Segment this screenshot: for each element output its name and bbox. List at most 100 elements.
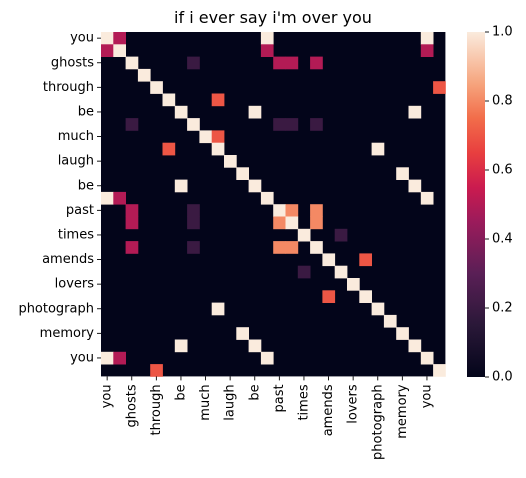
- x-tick-label: be: [247, 384, 262, 400]
- heatmap-cell: [150, 81, 163, 94]
- heatmap-cell: [187, 216, 200, 230]
- colorbar-gradient: [467, 32, 485, 377]
- heatmap-cell: [174, 339, 188, 353]
- x-axis-ticks: you ghosts through be much laugh be past times am…: [100, 376, 434, 460]
- y-tick-label: through: [43, 80, 94, 95]
- heatmap-cell: [334, 228, 348, 242]
- colorbar-tick-label: 0.6: [492, 163, 513, 178]
- heatmap-cell: [285, 241, 299, 254]
- y-tick-label: laugh: [58, 154, 94, 169]
- heatmap-cell: [273, 204, 286, 217]
- heatmap-cell: [383, 314, 397, 328]
- heatmap-cell: [260, 44, 274, 57]
- heatmap-cell: [248, 105, 262, 119]
- y-tick-label: you: [70, 350, 94, 365]
- heatmap-cell: [174, 105, 188, 119]
- heatmap-cell: [162, 93, 176, 107]
- heatmap-cell: [310, 241, 323, 254]
- heatmap-cell: [359, 253, 372, 267]
- heatmap-cell: [371, 302, 385, 316]
- x-tick-label: lovers: [346, 384, 361, 424]
- heatmap-cell: [211, 130, 225, 144]
- colorbar: 0.0 0.2 0.4 0.6 0.8 1.0: [467, 25, 513, 385]
- chart-title: if i ever say i'm over you: [174, 8, 372, 27]
- heatmap-cell: [125, 241, 139, 254]
- y-tick-label: be: [78, 178, 94, 193]
- heatmap-cell: [408, 105, 422, 119]
- heatmap-cell: [396, 327, 409, 340]
- heatmap-cell: [347, 278, 360, 291]
- y-tick-label: past: [66, 203, 94, 218]
- heatmap-cell: [433, 81, 446, 94]
- heatmap-cell: [359, 290, 372, 303]
- colorbar-tick-label: 1.0: [492, 25, 513, 40]
- heatmap-cell: [273, 56, 286, 70]
- heatmap-cell: [101, 351, 114, 365]
- heatmap-cell: [285, 204, 299, 217]
- heatmap-cell: [371, 142, 385, 156]
- heatmap-cell: [199, 130, 213, 144]
- heatmap-cell: [113, 44, 126, 57]
- y-tick-label: be: [78, 104, 94, 119]
- y-axis-ticks: you ghosts through be much laugh be past times am…: [18, 31, 101, 365]
- heatmap-cell: [187, 241, 200, 254]
- y-tick-label: much: [58, 129, 94, 144]
- heatmap-cell: [396, 167, 409, 180]
- x-tick-label: memory: [395, 384, 410, 439]
- heatmap-cell: [310, 216, 323, 230]
- y-tick-label: lovers: [55, 277, 95, 292]
- heatmap-cell: [101, 32, 114, 45]
- heatmap-cell: [297, 265, 311, 279]
- heatmap-cell: [408, 339, 422, 353]
- heatmap-cell: [236, 167, 249, 180]
- x-tick-label: be: [173, 384, 188, 400]
- x-tick-label: much: [198, 384, 213, 420]
- y-tick-label: times: [58, 227, 94, 242]
- heatmap-cell: [174, 179, 188, 193]
- heatmap-cell: [273, 216, 286, 230]
- heatmap-cell: [101, 44, 114, 57]
- heatmap-cell: [162, 142, 176, 156]
- heatmap-cell: [248, 179, 262, 193]
- heatmap-cell: [125, 216, 139, 230]
- heatmap-cell: [125, 204, 139, 217]
- heatmap-cell: [273, 118, 286, 131]
- heatmap-cell: [285, 118, 299, 131]
- heatmap-cell: [420, 44, 434, 57]
- x-tick-label: times: [296, 384, 311, 420]
- heatmap-cell: [260, 191, 274, 205]
- x-tick-label: amends: [321, 384, 336, 436]
- heatmap-cell: [420, 191, 434, 205]
- y-tick-label: you: [70, 31, 94, 46]
- heatmap-cell: [187, 204, 200, 217]
- heatmap-cell: [113, 191, 126, 205]
- heatmap-cell: [248, 339, 262, 353]
- heatmap-cell: [322, 290, 336, 303]
- heatmap-cell: [310, 204, 323, 217]
- y-tick-label: amends: [42, 252, 94, 267]
- x-tick-label: through: [149, 384, 164, 435]
- heatmap-cell: [285, 216, 299, 230]
- heatmap-cell: [187, 118, 200, 131]
- heatmap-cell: [310, 56, 323, 70]
- heatmap-cell: [260, 351, 274, 365]
- colorbar-tick-label: 0.0: [492, 370, 513, 385]
- heatmap-cell: [260, 32, 274, 45]
- heatmap-cell: [211, 142, 225, 156]
- heatmap-cell: [433, 364, 446, 377]
- colorbar-tick-label: 0.8: [492, 94, 513, 109]
- heatmap-cell: [285, 56, 299, 70]
- x-tick-label: photograph: [370, 384, 385, 460]
- heatmap-cell: [137, 68, 151, 82]
- heatmap-cell: [211, 302, 225, 316]
- heatmap-cell: [408, 179, 422, 193]
- heatmap-cell: [297, 228, 311, 242]
- colorbar-tick-label: 0.4: [492, 232, 513, 247]
- x-tick-label: you: [100, 384, 115, 408]
- y-tick-label: ghosts: [51, 55, 94, 70]
- x-tick-label: past: [272, 384, 287, 412]
- heatmap-cell: [334, 265, 348, 279]
- heatmap-cell: [420, 32, 434, 45]
